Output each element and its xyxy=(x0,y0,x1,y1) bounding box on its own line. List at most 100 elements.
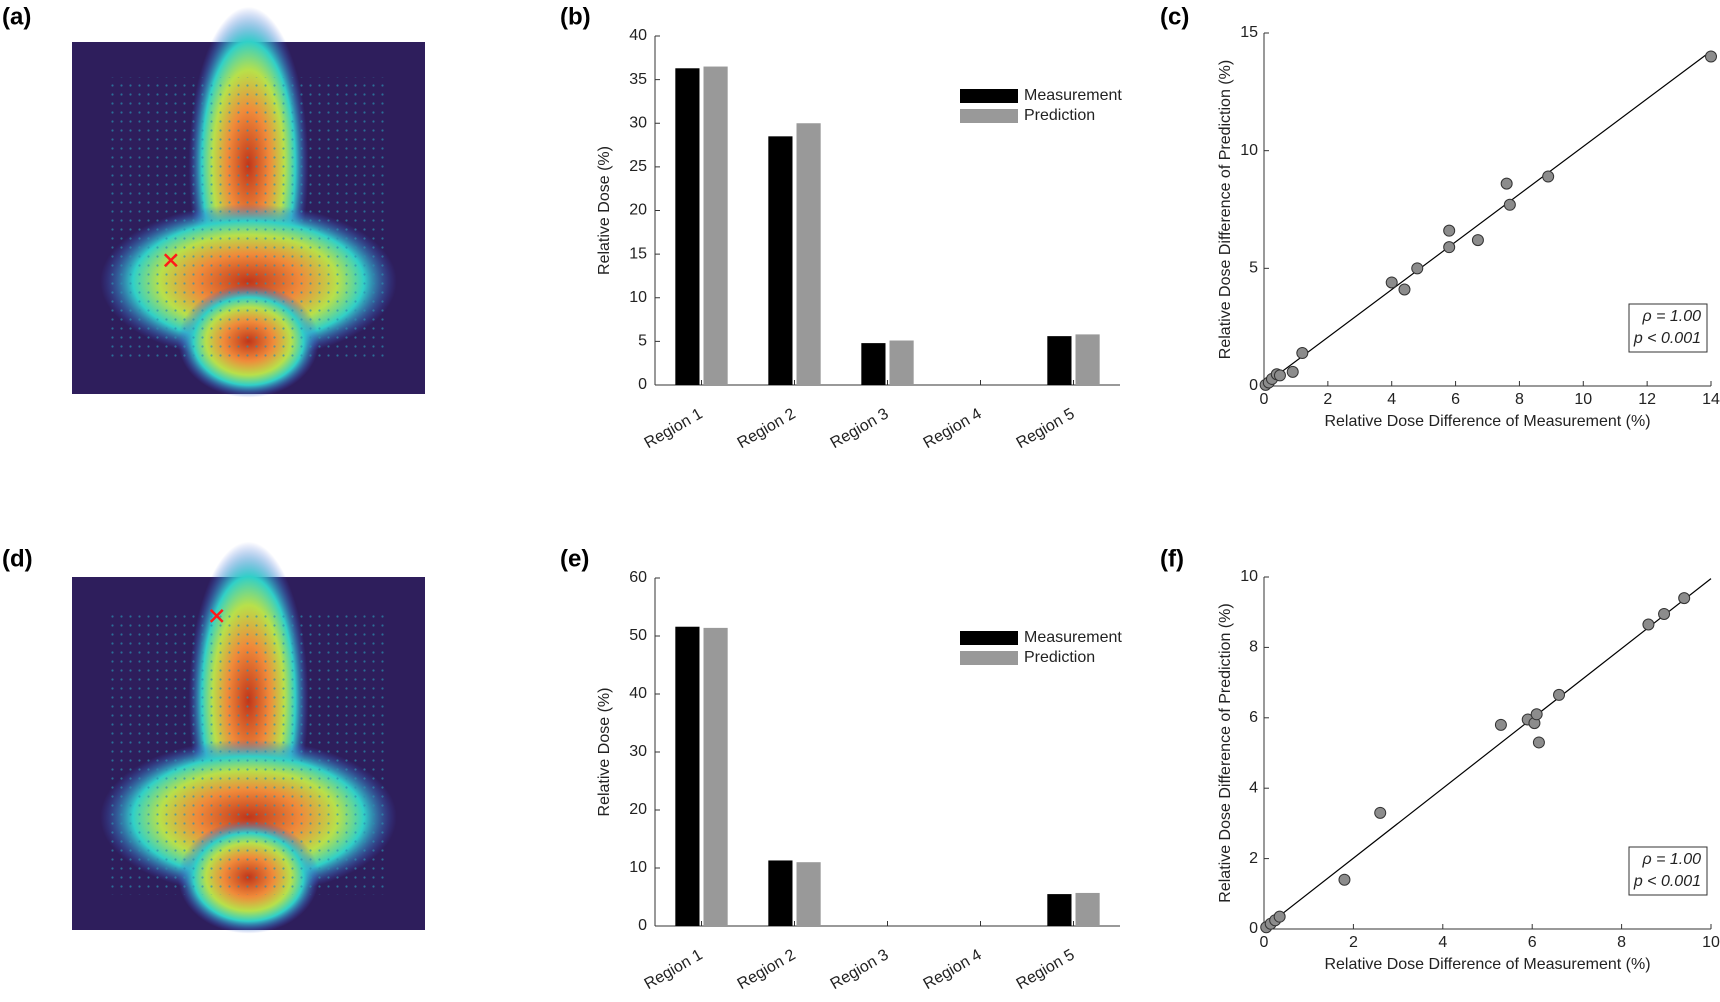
panel-label: (b) xyxy=(560,3,591,30)
y-tick-label: 5 xyxy=(638,333,647,350)
bar xyxy=(1075,892,1100,926)
data-point xyxy=(1471,234,1484,247)
x-tick-label: Region 4 xyxy=(921,405,985,452)
marker-x xyxy=(209,608,224,623)
bar xyxy=(768,136,793,385)
bar xyxy=(675,68,700,385)
y-tick-label: 10 xyxy=(1240,142,1258,159)
bar xyxy=(796,123,821,385)
fit-line xyxy=(1263,578,1712,929)
x-tick-label: 0 xyxy=(1260,934,1269,951)
y-tick-label: 40 xyxy=(629,27,647,44)
data-point xyxy=(1503,198,1516,211)
y-tick-label: 15 xyxy=(1240,24,1258,41)
bar xyxy=(703,627,728,926)
x-tick-label: 6 xyxy=(1528,934,1537,951)
legend-label: Prediction xyxy=(1024,107,1095,124)
y-tick-label: 8 xyxy=(1249,639,1258,656)
y-axis-label: Relative Dose Difference of Prediction (… xyxy=(1217,60,1234,359)
y-tick-label: 2 xyxy=(1249,850,1258,867)
legend-label: Measurement xyxy=(1024,629,1122,646)
y-axis-label: Relative Dose (%) xyxy=(596,146,613,275)
panel-label: (f) xyxy=(1160,545,1184,572)
legend-swatch xyxy=(960,651,1018,665)
bar xyxy=(889,340,914,385)
y-tick-label: 10 xyxy=(629,289,647,306)
y-tick-label: 0 xyxy=(1249,377,1258,394)
y-tick-label: 0 xyxy=(638,376,647,393)
data-point xyxy=(1705,50,1717,63)
x-tick-label: Region 4 xyxy=(921,946,985,993)
data-point xyxy=(1678,592,1691,605)
bar xyxy=(768,860,793,926)
x-tick-label: Region 5 xyxy=(1014,405,1078,452)
bar xyxy=(1047,894,1072,926)
annotation: p < 0.001 xyxy=(1633,873,1701,890)
data-point xyxy=(1286,365,1299,378)
x-tick-label: 12 xyxy=(1638,391,1656,408)
data-point xyxy=(1374,806,1387,819)
data-point xyxy=(1658,607,1671,620)
data-point xyxy=(1530,708,1543,721)
y-tick-label: 25 xyxy=(629,158,647,175)
y-axis-label: Relative Dose Difference of Prediction (… xyxy=(1217,603,1234,902)
x-tick-label: Region 3 xyxy=(828,405,892,452)
x-tick-label: Region 2 xyxy=(735,946,799,993)
x-tick-label: Region 5 xyxy=(1014,946,1078,993)
y-tick-label: 6 xyxy=(1249,709,1258,726)
y-tick-label: 10 xyxy=(629,859,647,876)
data-point xyxy=(1296,347,1309,360)
data-point xyxy=(1642,618,1655,631)
bar xyxy=(1047,336,1072,385)
y-tick-label: 4 xyxy=(1249,779,1258,796)
annotation-box xyxy=(1628,303,1708,353)
x-tick-label: 10 xyxy=(1702,934,1720,951)
measurement-grid xyxy=(107,77,390,359)
bar xyxy=(1075,334,1100,385)
y-tick-label: 30 xyxy=(629,743,647,760)
x-tick-label: Region 1 xyxy=(642,405,706,452)
y-tick-label: 20 xyxy=(629,202,647,219)
x-tick-label: Region 1 xyxy=(642,946,706,993)
bar xyxy=(796,862,821,926)
measurement-grid xyxy=(107,612,390,895)
data-point xyxy=(1338,873,1351,886)
data-point xyxy=(1532,736,1545,749)
y-tick-label: 30 xyxy=(629,114,647,131)
annotation: ρ = 1.00 xyxy=(1641,851,1701,868)
x-tick-label: 8 xyxy=(1515,391,1524,408)
x-tick-label: 4 xyxy=(1438,934,1447,951)
x-tick-label: 2 xyxy=(1349,934,1358,951)
x-tick-label: 4 xyxy=(1387,391,1396,408)
data-point xyxy=(1273,369,1286,382)
y-tick-label: 60 xyxy=(629,569,647,586)
legend-label: Prediction xyxy=(1024,649,1095,666)
fit-line xyxy=(1263,50,1712,386)
data-point xyxy=(1494,718,1507,731)
x-tick-label: 0 xyxy=(1260,391,1269,408)
x-tick-label: 14 xyxy=(1702,391,1720,408)
data-point xyxy=(1411,262,1424,275)
annotation: p < 0.001 xyxy=(1633,330,1701,347)
y-tick-label: 15 xyxy=(629,245,647,262)
panel-label: (e) xyxy=(560,545,589,572)
legend-swatch xyxy=(960,631,1018,645)
x-axis-label: Relative Dose Difference of Measurement … xyxy=(1324,413,1650,430)
data-point xyxy=(1443,241,1456,254)
y-axis-label: Relative Dose (%) xyxy=(596,688,613,817)
x-tick-label: 10 xyxy=(1574,391,1592,408)
panel-label: (a) xyxy=(2,3,31,30)
data-point xyxy=(1443,224,1456,237)
annotation-box xyxy=(1628,846,1708,896)
data-point xyxy=(1542,170,1555,183)
y-tick-label: 40 xyxy=(629,685,647,702)
x-tick-label: 6 xyxy=(1451,391,1460,408)
marker-x xyxy=(163,253,178,268)
x-tick-label: Region 3 xyxy=(828,946,892,993)
legend-label: Measurement xyxy=(1024,87,1122,104)
y-tick-label: 5 xyxy=(1249,260,1258,277)
data-point xyxy=(1500,177,1513,190)
data-point xyxy=(1553,688,1566,701)
y-tick-label: 0 xyxy=(1249,920,1258,937)
